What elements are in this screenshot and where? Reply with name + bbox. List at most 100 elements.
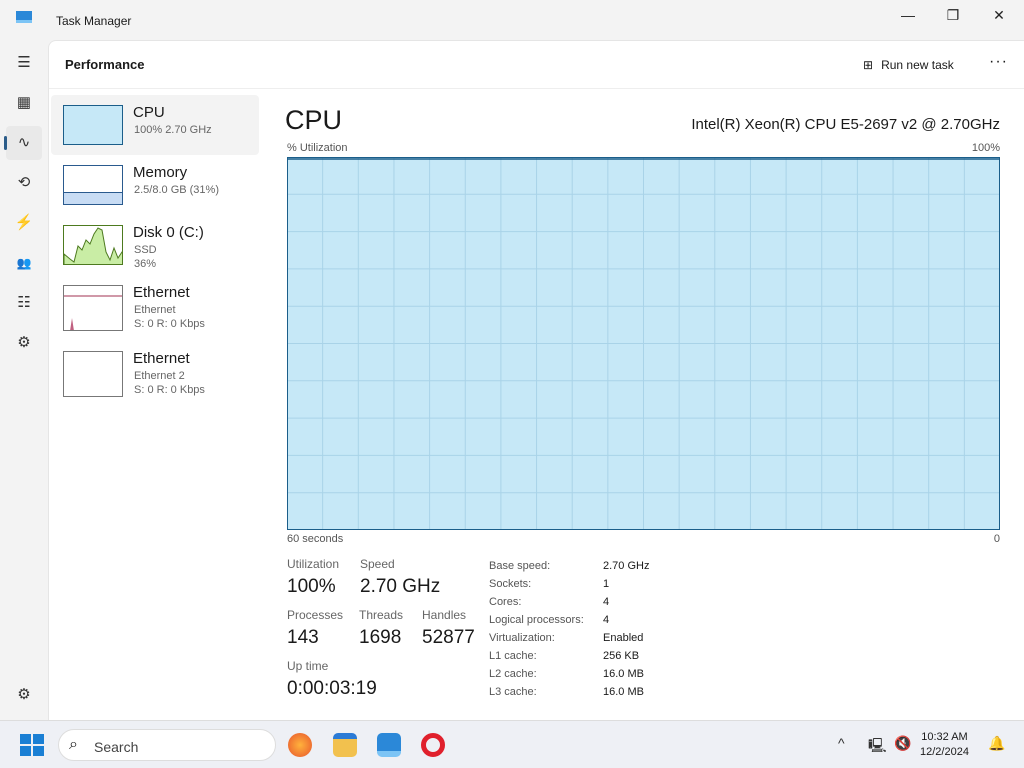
date: 12/2/2024 xyxy=(920,746,969,758)
graph-border xyxy=(287,157,1000,530)
resource-name: Ethernet xyxy=(133,350,190,367)
details-icon[interactable]: ☷ xyxy=(17,294,31,311)
spec-key: L2 cache: xyxy=(489,668,537,680)
task-manager-taskbar-icon[interactable] xyxy=(377,733,401,757)
cpu-thumbnail xyxy=(63,105,123,145)
resource-detail: Ethernet xyxy=(134,304,176,316)
app-history-icon[interactable]: ⟲ xyxy=(17,174,31,191)
resource-detail: 2.5/8.0 GB (31%) xyxy=(134,184,219,196)
spec-key: Cores: xyxy=(489,596,522,608)
spec-value: Enabled xyxy=(603,632,644,644)
handles-label: Handles xyxy=(422,608,467,622)
volume-muted-icon[interactable]: 🔇 xyxy=(894,735,912,751)
y-axis-label: % Utilization xyxy=(287,142,348,154)
spec-key: L3 cache: xyxy=(489,686,537,698)
file-explorer-icon[interactable] xyxy=(333,733,357,757)
run-task-icon: ⊞ xyxy=(863,58,874,72)
ethernet-2-thumbnail xyxy=(63,351,123,397)
maximize-button[interactable]: ❐ xyxy=(946,7,960,23)
search-icon: ⌕ xyxy=(69,736,78,753)
resource-cpu[interactable]: CPU 100% 2.70 GHz xyxy=(51,95,259,155)
cpu-specs: Base speed: 2.70 GHz Sockets: 1 Cores: 4 Logic… xyxy=(489,557,649,701)
resource-detail: 100% 2.70 GHz xyxy=(134,124,212,136)
resource-name: Memory xyxy=(133,164,188,181)
services-icon[interactable]: ⚙ xyxy=(17,334,31,351)
run-new-task-button[interactable]: ⊞ Run new task xyxy=(863,58,954,72)
spec-row: Logical processors: 4 xyxy=(489,611,649,629)
resource-disk[interactable]: Disk 0 (C:) SSD 36% xyxy=(51,215,259,275)
page-title: Performance xyxy=(65,57,145,72)
notifications-bell-icon[interactable]: 🔔 xyxy=(988,735,1006,751)
resource-list: CPU 100% 2.70 GHz Memory 2.5/8.0 GB (31%… xyxy=(51,95,259,407)
spec-row: Base speed: 2.70 GHz xyxy=(489,557,649,575)
speed-value: 2.70 GHz xyxy=(360,576,441,597)
spec-value: 4 xyxy=(603,596,610,608)
startup-apps-icon[interactable]: ⚡ xyxy=(14,214,34,231)
window-title: Task Manager xyxy=(56,14,132,28)
cpu-model: Intel(R) Xeon(R) CPU E5-2697 v2 @ 2.70GH… xyxy=(691,116,1000,133)
minimize-button[interactable]: — xyxy=(901,7,915,23)
utilization-label: Utilization xyxy=(287,557,340,571)
handles-value: 52877 xyxy=(422,627,475,648)
x-axis-left: 60 seconds xyxy=(287,533,344,545)
spec-row: L2 cache: 16.0 MB xyxy=(489,665,649,683)
spec-value: 4 xyxy=(603,614,610,626)
cpu-heading: CPU xyxy=(285,105,343,135)
firefox-icon[interactable] xyxy=(288,733,312,757)
network-icon[interactable]: 🖳 xyxy=(868,737,887,753)
spec-value: 2.70 GHz xyxy=(603,560,650,572)
cpu-utilization-graph xyxy=(287,157,1000,530)
ethernet-thumbnail xyxy=(63,285,123,331)
spec-key: L1 cache: xyxy=(489,650,537,662)
memory-thumbnail xyxy=(63,165,123,205)
spec-key: Virtualization: xyxy=(489,632,555,644)
spec-row: Sockets: 1 xyxy=(489,575,649,593)
run-new-task-label: Run new task xyxy=(881,58,954,72)
close-button[interactable]: ✕ xyxy=(993,7,1005,23)
settings-icon[interactable]: ⚙ xyxy=(17,686,31,703)
opera-icon[interactable] xyxy=(421,733,445,757)
resource-ethernet-2[interactable]: Ethernet Ethernet 2 S: 0 R: 0 Kbps xyxy=(51,341,259,407)
disk-thumbnail xyxy=(63,225,123,265)
spec-value: 16.0 MB xyxy=(603,668,644,680)
resource-memory[interactable]: Memory 2.5/8.0 GB (31%) xyxy=(51,155,259,215)
spec-value: 1 xyxy=(603,578,610,590)
spec-row: Cores: 4 xyxy=(489,593,649,611)
spec-row: L1 cache: 256 KB xyxy=(489,647,649,665)
resource-name: CPU xyxy=(133,104,165,121)
resource-detail: 36% xyxy=(134,258,157,270)
y-axis-max: 100% xyxy=(971,142,1000,154)
speed-label: Speed xyxy=(360,557,395,571)
resource-name: Disk 0 (C:) xyxy=(133,224,204,241)
spec-row: L3 cache: 16.0 MB xyxy=(489,683,649,701)
spec-key: Logical processors: xyxy=(489,614,584,626)
resource-detail: Ethernet 2 xyxy=(134,370,185,382)
start-button[interactable] xyxy=(20,734,44,756)
uptime-value: 0:00:03:19 xyxy=(287,678,377,699)
task-manager-icon xyxy=(16,11,32,23)
utilization-value: 100% xyxy=(287,576,336,597)
spec-row: Virtualization: Enabled xyxy=(489,629,649,647)
taskbar-search[interactable]: ⌕ Search xyxy=(58,729,276,761)
search-placeholder: Search xyxy=(94,739,139,755)
spec-value: 16.0 MB xyxy=(603,686,644,698)
taskbar: ⌕ Search ^ 🖳 🔇 10:32 AM 12/2/2024 🔔 xyxy=(0,720,1024,768)
show-hidden-icons-chevron-icon[interactable]: ^ xyxy=(838,735,845,751)
time: 10:32 AM xyxy=(921,731,968,743)
performance-icon[interactable]: ∿ xyxy=(4,126,42,160)
uptime-label: Up time xyxy=(287,659,329,673)
resource-name: Ethernet xyxy=(133,284,190,301)
resource-detail: SSD xyxy=(134,244,157,256)
resource-ethernet[interactable]: Ethernet Ethernet S: 0 R: 0 Kbps xyxy=(51,275,259,341)
clock[interactable]: 10:32 AM 12/2/2024 xyxy=(920,730,969,760)
processes-value: 143 xyxy=(287,627,319,648)
x-axis-right: 0 xyxy=(993,533,1000,545)
nav-rail: ☰ ▦ ∿ ⟲ ⚡ 👥 ☷ ⚙ ⚙ xyxy=(0,40,48,720)
hamburger-menu-icon[interactable]: ☰ xyxy=(17,54,31,71)
more-options-button[interactable]: ··· xyxy=(989,53,1008,70)
resource-detail: S: 0 R: 0 Kbps xyxy=(134,318,205,330)
users-icon[interactable]: 👥 xyxy=(16,256,32,270)
spec-key: Base speed: xyxy=(489,560,551,572)
processes-icon[interactable]: ▦ xyxy=(16,94,32,111)
spec-key: Sockets: xyxy=(489,578,532,590)
